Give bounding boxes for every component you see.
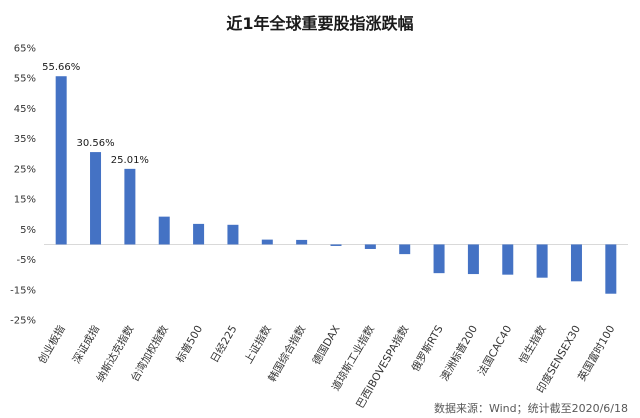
y-tick-label: -25% bbox=[10, 316, 36, 327]
bar bbox=[261, 239, 273, 245]
x-tick-label: 法国CAC40 bbox=[475, 323, 514, 378]
x-tick-label: 日经225 bbox=[208, 323, 240, 365]
bar bbox=[227, 224, 239, 245]
y-tick-label: 55% bbox=[14, 74, 36, 85]
bar bbox=[296, 239, 308, 245]
data-label: 55.66% bbox=[42, 62, 80, 73]
y-tick-label: 15% bbox=[14, 195, 36, 206]
bar bbox=[570, 244, 582, 282]
bar bbox=[399, 244, 411, 255]
y-tick-label: 65% bbox=[14, 44, 36, 55]
x-tick-label: 恒生指数 bbox=[516, 323, 549, 366]
source-note: 数据来源：Wind；统计截至2020/6/18 bbox=[433, 402, 628, 415]
x-tick-label: 上证指数 bbox=[242, 323, 275, 366]
bar bbox=[90, 152, 102, 245]
chart-title: 近1年全球重要股指涨跌幅 bbox=[226, 14, 414, 33]
x-tick-label: 俄罗斯RTS bbox=[409, 323, 446, 374]
x-tick-label: 深证成指 bbox=[70, 323, 103, 366]
bar bbox=[124, 168, 136, 245]
x-tick-label: 德国DAX bbox=[310, 323, 343, 367]
bar bbox=[536, 244, 548, 278]
bars bbox=[55, 76, 617, 294]
bar bbox=[364, 244, 376, 249]
bar bbox=[433, 244, 445, 274]
bar bbox=[158, 216, 170, 245]
y-tick-label: -15% bbox=[10, 285, 36, 296]
data-label: 30.56% bbox=[76, 138, 114, 149]
bar bbox=[330, 244, 342, 246]
x-tick-label: 创业板指 bbox=[36, 323, 69, 366]
y-tick-label: -5% bbox=[17, 255, 36, 266]
bar bbox=[55, 76, 67, 245]
y-axis-ticks: 65% 55% 45% 35% 25% 15% 5% -5% -15% -25% bbox=[10, 44, 36, 327]
y-tick-label: 5% bbox=[20, 225, 36, 236]
bar bbox=[467, 244, 479, 275]
bar bbox=[605, 244, 617, 294]
y-tick-label: 45% bbox=[14, 104, 36, 115]
x-tick-label: 标普500 bbox=[173, 323, 205, 365]
y-tick-label: 35% bbox=[14, 134, 36, 145]
data-labels: 55.66% 30.56% 25.01% bbox=[42, 62, 149, 166]
y-tick-label: 25% bbox=[14, 164, 36, 175]
bar bbox=[502, 244, 514, 275]
bar bbox=[193, 223, 205, 245]
data-label: 25.01% bbox=[111, 155, 149, 166]
